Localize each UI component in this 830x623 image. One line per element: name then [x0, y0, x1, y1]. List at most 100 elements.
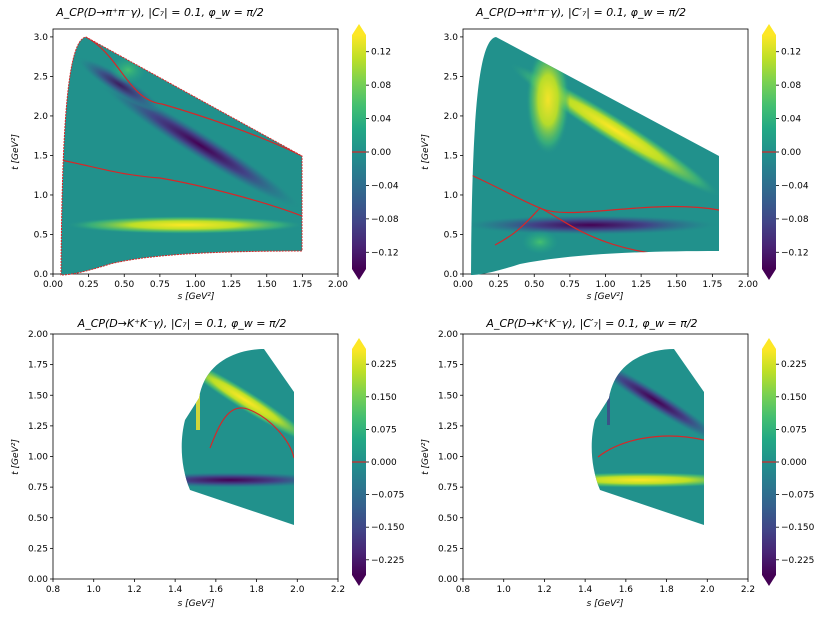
colorbar-tick-label: −0.12 [371, 248, 399, 258]
colorbar-tick-label: 0.150 [781, 393, 807, 403]
panel-1-y-label: t [GeV²] [11, 134, 21, 170]
panel-2: A_CP(D→π⁺π⁻γ), |C′₇| = 0.1, φ_w = π/2 0.… [421, 6, 809, 302]
y-tick-label: 1.00 [28, 453, 48, 463]
panel-4-title: A_CP(D→K⁺K⁻γ), |C′₇| = 0.1, φ_w = π/2 [485, 317, 697, 330]
x-tick-label: 1.6 [209, 585, 224, 595]
y-tick-label: 2.00 [28, 330, 48, 340]
panel-3-x-ticks: 0.8 1.0 1.2 1.4 1.6 1.8 2.0 2.2 [46, 579, 345, 595]
y-tick-label: 0.50 [28, 514, 48, 524]
panel-2-x-ticks: 0.00 0.25 0.50 0.75 1.00 1.25 1.50 1.75 2.00 [453, 274, 758, 290]
x-tick-label: 0.25 [79, 280, 99, 290]
y-tick-label: 2.5 [444, 72, 458, 82]
panel-3-y-ticks: 0.00 0.25 0.50 0.75 1.00 1.25 1.50 1.75 2.00 [28, 330, 53, 585]
panel-3-colorbar-min-extend [352, 575, 366, 586]
colorbar-tick-label: −0.08 [371, 215, 399, 225]
y-tick-label: 0.25 [438, 544, 458, 554]
x-tick-label: 1.00 [185, 280, 205, 290]
colorbar-tick-label: 0.225 [371, 360, 397, 370]
colorbar-tick-label: 0.075 [371, 425, 397, 435]
colorbar-tick-label: 0.08 [371, 81, 391, 91]
y-tick-label: 1.00 [438, 453, 458, 463]
y-tick-label: 1.0 [444, 191, 459, 201]
x-tick-label: 2.0 [290, 585, 305, 595]
x-tick-label: 1.0 [87, 585, 102, 595]
colorbar-tick-label: −0.225 [781, 556, 814, 566]
y-tick-label: 0.75 [28, 483, 48, 493]
panel-3: A_CP(D→K⁺K⁻γ), |C₇| = 0.1, φ_w = π/2 0.8… [11, 317, 405, 609]
colorbar-tick-label: −0.150 [781, 523, 815, 533]
x-tick-label: 2.00 [738, 280, 758, 290]
y-tick-label: 1.25 [28, 422, 48, 432]
panel-3-x-label: s [GeV²] [178, 599, 215, 609]
y-tick-label: 0.00 [28, 575, 48, 585]
colorbar-tick-label: −0.075 [371, 491, 404, 501]
y-tick-label: 0.0 [34, 270, 49, 280]
x-tick-label: 1.75 [292, 280, 312, 290]
x-tick-label: 0.00 [453, 280, 473, 290]
x-tick-label: 0.00 [43, 280, 63, 290]
x-tick-label: 0.50 [524, 280, 544, 290]
y-tick-label: 0.50 [438, 514, 458, 524]
colorbar-tick-label: 0.08 [781, 81, 801, 91]
panel-1-colorbar-ticks: 0.12 0.08 0.04 0.00 −0.04 −0.08 −0.12 [366, 48, 399, 258]
y-tick-label: 0.75 [438, 483, 458, 493]
colorbar-tick-label: −0.04 [781, 181, 809, 191]
x-tick-label: 1.25 [221, 280, 241, 290]
panel-2-y-label: t [GeV²] [421, 134, 431, 170]
x-tick-label: 1.4 [168, 585, 183, 595]
colorbar-tick-label: 0.00 [781, 148, 801, 158]
colorbar-tick-label: 0.150 [371, 393, 397, 403]
x-tick-label: 1.4 [578, 585, 593, 595]
x-tick-label: 1.25 [631, 280, 651, 290]
colorbar-tick-label: 0.12 [371, 48, 391, 58]
y-tick-label: 1.0 [34, 191, 49, 201]
panel-3-y-label: t [GeV²] [11, 439, 21, 475]
panel-4-y-ticks: 0.00 0.25 0.50 0.75 1.00 1.25 1.50 1.75 2.00 [438, 330, 463, 585]
x-tick-label: 0.75 [150, 280, 170, 290]
y-tick-label: 0.5 [444, 230, 458, 240]
panel-1: A_CP(D→π⁺π⁻γ), |C₇| = 0.1, φ_w = π/2 0.0… [11, 6, 399, 302]
y-tick-label: 0.25 [28, 544, 48, 554]
x-tick-label: 1.50 [667, 280, 687, 290]
panel-4-colorbar-max-extend [762, 338, 776, 349]
colorbar-tick-label: 0.225 [781, 360, 807, 370]
x-tick-label: 2.00 [328, 280, 348, 290]
colorbar-tick-label: −0.150 [371, 523, 405, 533]
panel-2-colorbar-min-extend [762, 269, 776, 280]
y-tick-label: 1.25 [438, 422, 458, 432]
colorbar-tick-label: 0.075 [781, 425, 807, 435]
panel-4-x-label: s [GeV²] [587, 599, 624, 609]
panel-3-colorbar-ticks: 0.225 0.150 0.075 0.000 −0.075 −0.150 −0.225 [366, 360, 405, 566]
y-tick-label: 1.5 [444, 151, 458, 161]
x-tick-label: 2.0 [700, 585, 715, 595]
x-tick-label: 2.2 [331, 585, 345, 595]
y-tick-label: 0.0 [444, 270, 459, 280]
panel-1-x-label: s [GeV²] [178, 292, 215, 302]
colorbar-tick-label: −0.04 [371, 181, 399, 191]
y-tick-label: 2.00 [438, 330, 458, 340]
x-tick-label: 1.75 [702, 280, 722, 290]
colorbar-tick-label: −0.225 [371, 556, 404, 566]
colorbar-tick-label: −0.08 [781, 215, 809, 225]
x-tick-label: 1.00 [595, 280, 615, 290]
panel-3-colorbar-max-extend [352, 338, 366, 349]
colorbar-tick-label: −0.12 [781, 248, 809, 258]
panel-2-y-ticks: 0.0 0.5 1.0 1.5 2.0 2.5 3.0 [444, 33, 463, 280]
x-tick-label: 2.2 [741, 585, 755, 595]
x-tick-label: 1.8 [659, 585, 674, 595]
x-tick-label: 1.2 [127, 585, 141, 595]
panel-2-colorbar-max-extend [762, 24, 776, 35]
panel-4-colorbar-ticks: 0.225 0.150 0.075 0.000 −0.075 −0.150 −0.225 [776, 360, 815, 566]
y-tick-label: 1.50 [28, 391, 48, 401]
panel-2-colorbar-ticks: 0.12 0.08 0.04 0.00 −0.04 −0.08 −0.12 [776, 48, 809, 258]
panel-4: A_CP(D→K⁺K⁻γ), |C′₇| = 0.1, φ_w = π/2 0.… [421, 317, 815, 609]
y-tick-label: 1.75 [28, 361, 48, 371]
y-tick-label: 1.75 [438, 361, 458, 371]
panel-2-title: A_CP(D→π⁺π⁻γ), |C′₇| = 0.1, φ_w = π/2 [475, 6, 686, 19]
y-tick-label: 1.5 [34, 151, 48, 161]
panel-4-x-ticks: 0.8 1.0 1.2 1.4 1.6 1.8 2.0 2.2 [456, 579, 755, 595]
y-tick-label: 2.5 [34, 72, 48, 82]
y-tick-label: 2.0 [34, 112, 49, 122]
colorbar-tick-label: 0.04 [781, 115, 801, 125]
